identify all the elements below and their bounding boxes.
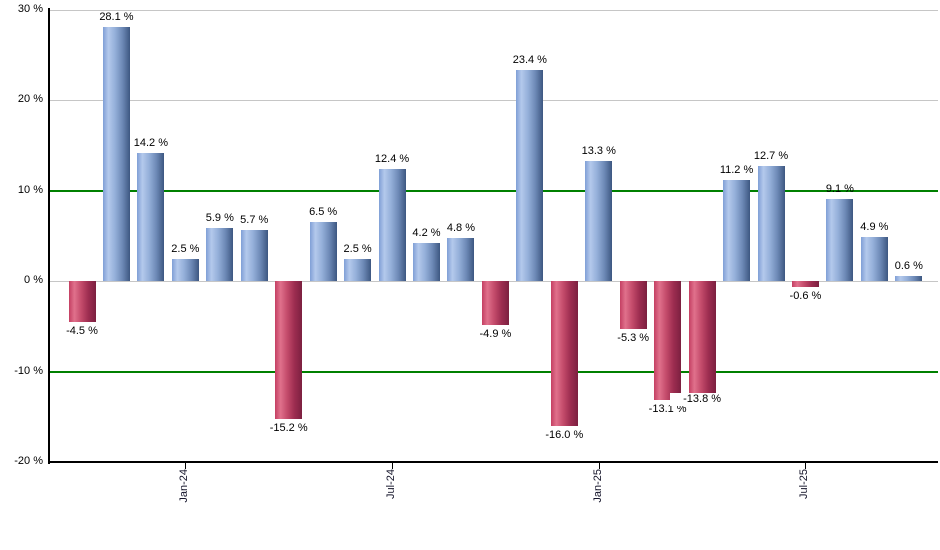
x-axis-line (48, 461, 938, 463)
y-axis-tick-label: -20 % (14, 455, 43, 467)
bar-negative (550, 281, 578, 426)
y-axis-tick-label: 0 % (24, 274, 43, 287)
bar-positive (826, 198, 854, 282)
bar-value-label: 4.9 % (860, 220, 889, 233)
bar-negative (791, 281, 819, 287)
bar-value-label: 5.7 % (240, 213, 269, 226)
bar-value-label: 23.4 % (512, 53, 547, 66)
x-axis-tick (598, 463, 600, 469)
y-axis-tick-label: 10 % (17, 183, 43, 196)
bar-value-label: 6.5 % (309, 206, 338, 219)
bar-value-label: 11.2 % (719, 163, 754, 176)
x-axis-tick (805, 463, 807, 469)
bar-positive (344, 258, 372, 282)
bar-positive (895, 275, 923, 282)
bar-positive (413, 243, 440, 282)
bar-value-label: 2.5 % (171, 242, 200, 255)
bar-positive (102, 27, 130, 282)
gridline-10pct (49, 189, 938, 192)
x-axis-tick (185, 463, 187, 469)
bar-value-label: 9.1 % (825, 182, 854, 195)
bar-value-label: 28.1 % (99, 11, 134, 24)
bar-negative (68, 281, 96, 322)
bar-positive (206, 227, 234, 282)
bar-value-label: -4.5 % (66, 324, 98, 337)
bar-value-label: 13.3 % (581, 144, 616, 157)
gridline--10pct (49, 370, 938, 373)
gridline-30pct (49, 10, 938, 11)
bar-value-label: -15.2 % (269, 421, 308, 434)
x-axis-tick-label: Jul-24 (385, 469, 398, 499)
bar-value-label: -5.3 % (617, 332, 650, 345)
bar-value-label: 5.9 % (205, 211, 234, 224)
bar-value-label: 4.8 % (446, 221, 475, 234)
bar-negative (481, 281, 509, 326)
bar-value-label: 12.7 % (753, 150, 789, 163)
bar-positive (723, 179, 751, 282)
y-axis-tick-label: 30 % (17, 3, 43, 15)
y-axis-tick-label: -10 % (14, 364, 43, 377)
y-axis-tick-label: 20 % (17, 93, 43, 106)
bar-negative (275, 281, 303, 419)
bar-positive (757, 166, 785, 282)
bar-value-label: 2.5 % (343, 242, 372, 255)
bar-value-label: 0.6 % (894, 259, 923, 272)
bar-positive (860, 236, 888, 282)
y-axis-line (48, 8, 50, 464)
bar-positive (378, 169, 406, 282)
bar-negative (654, 281, 682, 400)
bar-value-label: -16.0 % (545, 428, 584, 441)
bar-value-label: -4.9 % (479, 328, 512, 341)
bar-value-label: 14.2 % (133, 136, 169, 149)
bar-value-label: 12.4 % (374, 153, 410, 166)
bar-positive (171, 258, 199, 282)
bar-negative (688, 281, 716, 406)
bar-positive (240, 229, 268, 282)
x-axis-tick-label: Jan-25 (591, 469, 604, 503)
x-axis-tick-label: Jan-24 (178, 469, 191, 503)
bar-positive (516, 69, 544, 282)
bar-positive (137, 152, 165, 282)
bar-positive (585, 160, 613, 282)
x-axis-tick-label: Jul-25 (798, 469, 811, 499)
bar-negative (619, 281, 647, 330)
bar-positive (447, 237, 475, 282)
bar-positive (309, 222, 337, 282)
bar-value-label: -0.6 % (789, 289, 822, 302)
x-axis-tick (392, 463, 394, 469)
gridline-20pct (49, 100, 938, 102)
bar-value-label: 4.2 % (412, 227, 441, 240)
bar-value-label: -13.8 % (670, 392, 735, 406)
